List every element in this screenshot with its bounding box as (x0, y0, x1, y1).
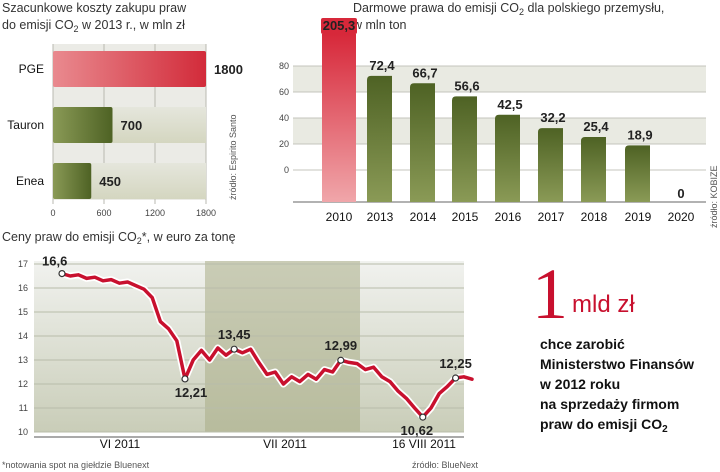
chart2-category-label: 2016 (495, 210, 522, 224)
chart1-bar (53, 163, 92, 199)
chart2-bar (322, 34, 356, 202)
chart2-value-label: 0 (677, 186, 684, 201)
callout-line-1: chce zarobić (540, 336, 625, 352)
chart2-source: źródło: KOBIZE (709, 165, 719, 228)
chart2-category-label: 2014 (410, 210, 437, 224)
chart3-y-tick: 13 (18, 355, 28, 365)
chart1-value-label: 450 (99, 174, 121, 189)
callout-line-4: na sprzedaży firmom (540, 396, 679, 412)
chart2-bar (367, 75, 392, 202)
chart3-value-label: 16,6 (42, 254, 67, 269)
chart2-value-label: 32,2 (540, 110, 565, 125)
chart3-y-tick: 12 (18, 379, 28, 389)
chart2-category-label: 2015 (452, 210, 479, 224)
chart2-y-tick: 0 (284, 165, 289, 175)
chart1-x-tick: 0 (50, 208, 55, 218)
callout-big-number: 1 (532, 254, 568, 334)
chart3-value-label: 12,21 (175, 385, 208, 400)
chart2-value-label: 25,4 (583, 119, 609, 134)
chart2-value-badge (321, 18, 357, 34)
chart2-bars: 205,3 2010 72,4 2013 66,7 2014 56,6 2015 42,5 201… (321, 18, 695, 224)
chart2-bar (495, 114, 520, 202)
chart1-category-label: Tauron (7, 118, 44, 132)
chart3-x-label: 16 VIII 2011 (392, 437, 456, 451)
chart2-y-tick: 40 (279, 113, 289, 123)
chart2-y-tick: 20 (279, 139, 289, 149)
chart2-y-tick: 60 (279, 87, 289, 97)
chart2-bar (538, 128, 563, 202)
free-allowances-chart: Darmowe prawa do emisji CO2 dla polskieg… (279, 1, 719, 228)
chart1-x-tick: 1200 (145, 208, 165, 218)
chart1-title-line1: Szacunkowe koszty zakupu praw (2, 1, 187, 15)
chart3-y-tick: 17 (18, 259, 28, 269)
chart2-category-label: 2020 (668, 210, 695, 224)
chart2-bar (410, 83, 435, 202)
chart2-bar (625, 145, 650, 202)
chart3-value-label: 12,25 (439, 356, 472, 371)
chart3-point-marker (181, 375, 189, 383)
chart3-period-band (205, 261, 360, 432)
callout-unit: mld zł (572, 291, 635, 318)
chart3-y-tick: 15 (18, 307, 28, 317)
chart3-y-tick: 16 (18, 283, 28, 293)
chart2-bar (581, 136, 606, 202)
chart2-value-label: 56,6 (454, 78, 479, 93)
chart3-y-tick: 11 (19, 403, 28, 413)
chart3-point-marker (230, 345, 238, 353)
chart3-value-label: 12,99 (325, 338, 358, 353)
chart3-point-marker (452, 374, 460, 382)
callout-line-5: praw do emisji CO2 (540, 416, 668, 435)
chart3-title: Ceny praw do emisji CO2*, w euro za tonę (2, 230, 236, 246)
chart3-source: źródło: BlueNext (412, 460, 479, 470)
chart1-x-tick: 1800 (196, 208, 216, 218)
chart2-value-label: 42,5 (497, 97, 522, 112)
chart1-bars: PGE 1800 Tauron 700 Enea 450 (7, 51, 243, 199)
chart3-x-label: VII 2011 (263, 437, 307, 451)
chart3-x-labels: VI 2011 VII 2011 16 VIII 2011 (34, 436, 464, 451)
chart3-series: 16,6 12,21 13,45 12,99 10,62 12,25 (42, 254, 476, 438)
company-cost-chart: Szacunkowe koszty zakupu praw do emisji … (2, 1, 243, 218)
chart1-value-label: 1800 (214, 62, 243, 77)
chart2-value-label: 18,9 (627, 127, 652, 142)
chart3-value-label: 10,62 (401, 423, 434, 438)
callout-line-2: Ministerstwo Finansów (540, 356, 694, 372)
chart2-category-label: 2010 (326, 210, 353, 224)
chart2-category-label: 2018 (581, 210, 608, 224)
chart2-value-label: 66,7 (412, 65, 437, 80)
chart1-category-label: Enea (16, 174, 44, 188)
chart1-value-label: 700 (121, 118, 143, 133)
chart1-bar (53, 51, 206, 87)
callout-box: 1 mld zł chce zarobić Ministerstwo Finan… (532, 254, 694, 435)
chart1-x-tick: 600 (96, 208, 111, 218)
chart1-bar (53, 107, 113, 143)
chart3-x-label: VI 2011 (100, 437, 141, 451)
callout-line-3: w 2012 roku (539, 376, 620, 392)
chart3-value-label: 13,45 (218, 327, 251, 342)
chart3-point-marker (58, 270, 66, 278)
chart3-footnote: *notowania spot na giełdzie Bluenext (2, 460, 150, 470)
chart2-title-line1: Darmowe prawa do emisji CO2 dla polskieg… (353, 1, 664, 17)
chart2-category-label: 2013 (367, 210, 394, 224)
chart1-source: źródło: Espirito Santo (228, 114, 238, 200)
chart2-title-line2: w mln ton (352, 18, 407, 32)
co2-price-chart: Ceny praw do emisji CO2*, w euro za tonę… (2, 230, 479, 470)
chart2-bar (452, 96, 477, 202)
chart3-point-marker (419, 413, 427, 421)
chart2-value-label: 72,4 (369, 58, 395, 73)
chart3-y-tick: 14 (18, 331, 28, 341)
chart2-category-label: 2019 (625, 210, 652, 224)
chart1-title-line2: do emisji CO2 w 2013 r., w mln zł (2, 18, 185, 34)
chart3-y-tick: 10 (18, 427, 28, 437)
chart2-value-label: 205,3 (323, 18, 356, 33)
chart3-grid: 10 11 12 13 14 15 16 17 (18, 259, 464, 437)
chart1-category-label: PGE (19, 62, 44, 76)
chart3-price-line (60, 271, 474, 419)
chart2-band (293, 66, 706, 92)
chart2-y-tick: 80 (279, 61, 289, 71)
chart3-point-marker (337, 356, 345, 364)
chart2-category-label: 2017 (538, 210, 565, 224)
